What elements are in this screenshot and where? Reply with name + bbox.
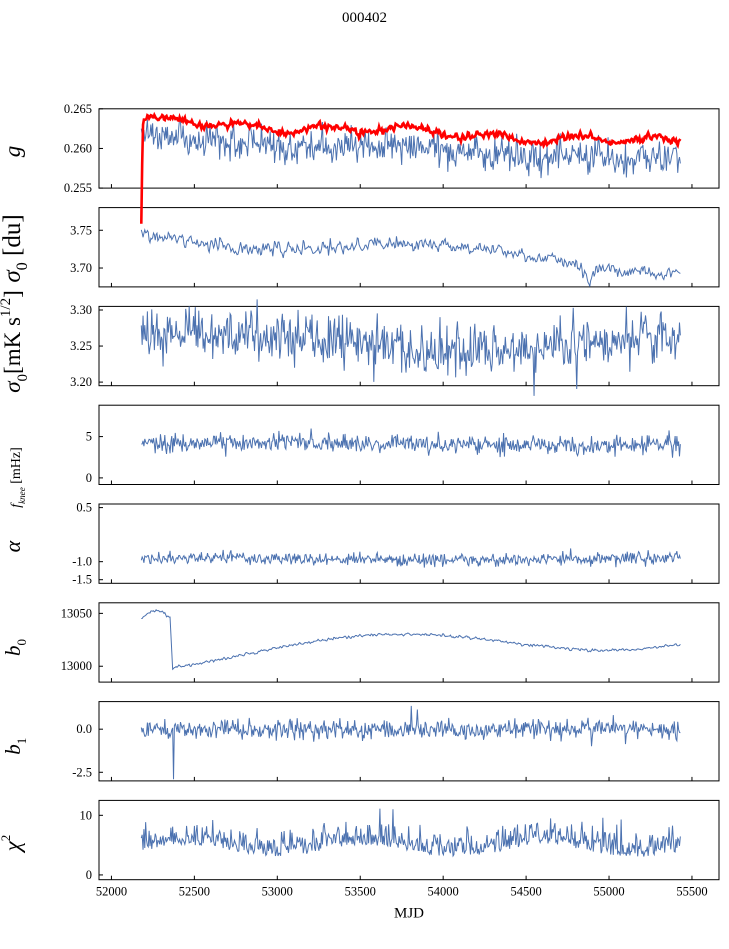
svg-text:g: g [0,146,25,158]
svg-text:3.25: 3.25 [70,339,92,353]
svg-text:0.0: 0.0 [76,722,92,736]
svg-text:-1.5: -1.5 [72,573,92,587]
svg-text:α: α [0,540,25,552]
svg-text:3.75: 3.75 [70,223,92,237]
svg-text:52000: 52000 [96,885,127,899]
svg-text:0: 0 [86,868,92,882]
svg-text:53000: 53000 [262,885,293,899]
svg-text:0.265: 0.265 [64,102,92,116]
svg-text:13000: 13000 [61,659,92,673]
svg-text:0: 0 [86,471,92,485]
svg-text:0.255: 0.255 [64,181,92,195]
svg-text:000402: 000402 [342,10,387,26]
svg-text:55500: 55500 [676,885,707,899]
svg-text:3.20: 3.20 [70,375,92,389]
svg-text:MJD: MJD [394,906,424,922]
svg-text:-1.0: -1.0 [72,555,92,569]
svg-text:0.260: 0.260 [64,141,92,155]
svg-text:55000: 55000 [593,885,624,899]
svg-text:52500: 52500 [179,885,210,899]
svg-text:10: 10 [80,808,93,822]
svg-text:5: 5 [86,430,92,444]
svg-text:-2.5: -2.5 [72,765,92,779]
svg-text:53500: 53500 [345,885,376,899]
svg-text:3.70: 3.70 [70,261,92,275]
svg-text:54000: 54000 [428,885,459,899]
svg-text:3.30: 3.30 [70,303,92,317]
svg-text:54500: 54500 [510,885,541,899]
svg-text:0.5: 0.5 [76,501,92,515]
svg-text:13050: 13050 [61,606,92,620]
